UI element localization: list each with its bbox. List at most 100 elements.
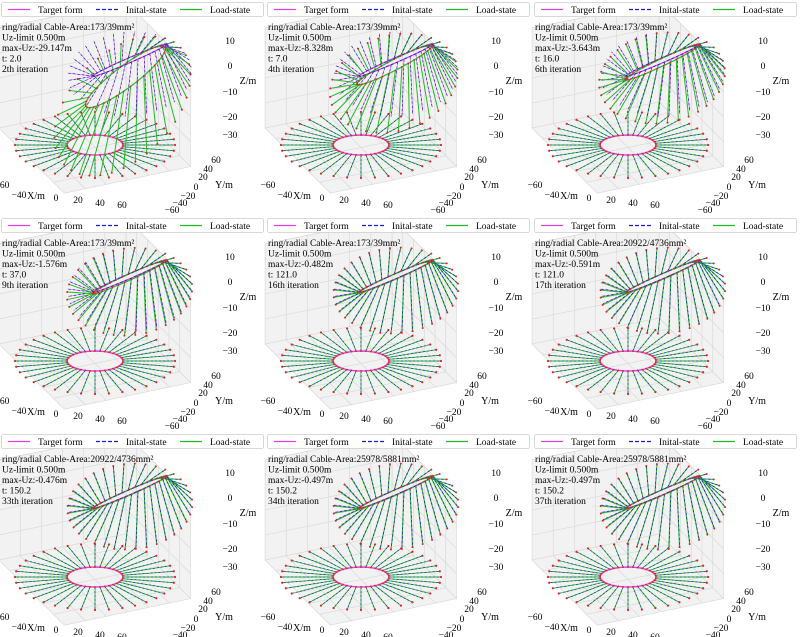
radial-initial xyxy=(420,483,433,540)
plan-radial-load xyxy=(25,581,71,594)
radial-initial xyxy=(351,45,368,72)
x-tick-label: 60 xyxy=(117,201,127,211)
radial-initial xyxy=(86,287,108,323)
plan-node xyxy=(575,169,578,172)
radial-initial xyxy=(339,290,366,311)
plan-node xyxy=(548,138,551,141)
load-node xyxy=(456,77,459,80)
x-tick-label: 20 xyxy=(606,412,616,422)
ring-node xyxy=(106,288,108,291)
radial-initial xyxy=(124,277,132,333)
radial-load xyxy=(600,505,627,510)
radial-initial xyxy=(699,260,724,299)
plan-node xyxy=(688,122,691,125)
radial-load xyxy=(694,48,715,100)
radial-initial xyxy=(157,478,181,480)
load-node xyxy=(646,331,649,334)
plan-node xyxy=(13,575,17,579)
plan-node xyxy=(654,328,657,332)
z-tick-label: −20 xyxy=(223,545,238,555)
radial-load xyxy=(335,507,363,522)
x-tick-label: 40 xyxy=(628,631,638,637)
load-node xyxy=(66,512,69,515)
y-axis-label: Y/m xyxy=(215,396,233,407)
z-tick-label: −30 xyxy=(756,563,771,573)
plan-ring-node xyxy=(115,366,118,369)
radial-target xyxy=(69,65,94,76)
ring-node xyxy=(93,290,96,293)
radial-initial xyxy=(149,485,158,544)
z-tick-label: −30 xyxy=(489,131,504,141)
load-node xyxy=(616,49,619,52)
radial-load xyxy=(123,86,132,169)
plan-radial-load xyxy=(576,368,611,387)
load-node xyxy=(454,85,457,88)
plan-node xyxy=(346,392,349,395)
plan-node xyxy=(688,554,691,557)
ring-node xyxy=(369,72,371,74)
plan-ring-node xyxy=(67,579,70,582)
plan-radial-initial xyxy=(299,555,340,571)
plan-radial-load xyxy=(43,119,78,138)
plan-node xyxy=(599,544,602,548)
load-node xyxy=(721,83,724,86)
ring-node xyxy=(689,45,692,48)
plan-node xyxy=(133,172,137,175)
radial-initial xyxy=(687,483,700,540)
radial-initial xyxy=(626,40,639,69)
plan-node xyxy=(298,165,301,168)
y-tick-label: −20 xyxy=(447,408,462,418)
plan-node xyxy=(666,172,670,175)
plan-node xyxy=(169,564,172,567)
load-node xyxy=(145,331,148,334)
load-node xyxy=(616,113,619,116)
info-line-1: ring/radial Cable-Area:173/39mm² xyxy=(535,23,668,33)
load-node xyxy=(330,103,333,106)
radial-load xyxy=(387,35,390,63)
load-node xyxy=(635,545,638,548)
ring-node xyxy=(396,493,399,496)
ring-node xyxy=(383,282,386,285)
load-node xyxy=(635,329,638,332)
wall-grid-h xyxy=(532,1,724,67)
radial-load xyxy=(333,505,360,510)
plan-node xyxy=(429,343,432,346)
ring-node xyxy=(383,498,386,501)
load-node xyxy=(718,90,721,93)
plan-ring-node xyxy=(76,568,78,571)
subplot-2: −60−40 0 20 40 60X/m6040200−20−40−60Y/m100−1… xyxy=(261,1,530,216)
ring-node xyxy=(153,267,156,270)
plan-node xyxy=(66,174,69,178)
load-node xyxy=(687,33,690,36)
radial-initial xyxy=(606,506,633,527)
radial-load xyxy=(162,479,182,529)
plan-radial-initial xyxy=(16,138,68,144)
plan-ring-node xyxy=(355,350,358,353)
ring-node xyxy=(381,75,384,78)
radial-load xyxy=(166,260,191,300)
plan-radial-initial xyxy=(632,586,643,610)
plan-ring-node xyxy=(655,576,657,578)
ring-node xyxy=(363,290,366,293)
radial-initial xyxy=(423,478,447,480)
ring-node xyxy=(87,96,90,99)
plan-ring-node xyxy=(120,579,123,582)
load-node xyxy=(57,113,60,116)
plan-node xyxy=(411,118,414,121)
plan-node xyxy=(298,554,301,557)
ring-node xyxy=(148,485,151,487)
load-node xyxy=(356,47,359,50)
radial-initial xyxy=(103,67,120,114)
plan-node xyxy=(373,176,376,179)
radial-initial xyxy=(163,475,191,493)
radial-target xyxy=(134,32,146,56)
plan-radial-initial xyxy=(122,354,174,360)
ring-node xyxy=(95,87,97,90)
info-line-2: Uz-limit 0.500m xyxy=(2,34,66,44)
load-node xyxy=(421,327,424,330)
plan-ring-node xyxy=(67,363,70,366)
ring-node xyxy=(114,494,117,497)
ring-node xyxy=(424,480,427,483)
plan-radial-initial xyxy=(649,555,690,571)
ring-node xyxy=(362,504,365,507)
